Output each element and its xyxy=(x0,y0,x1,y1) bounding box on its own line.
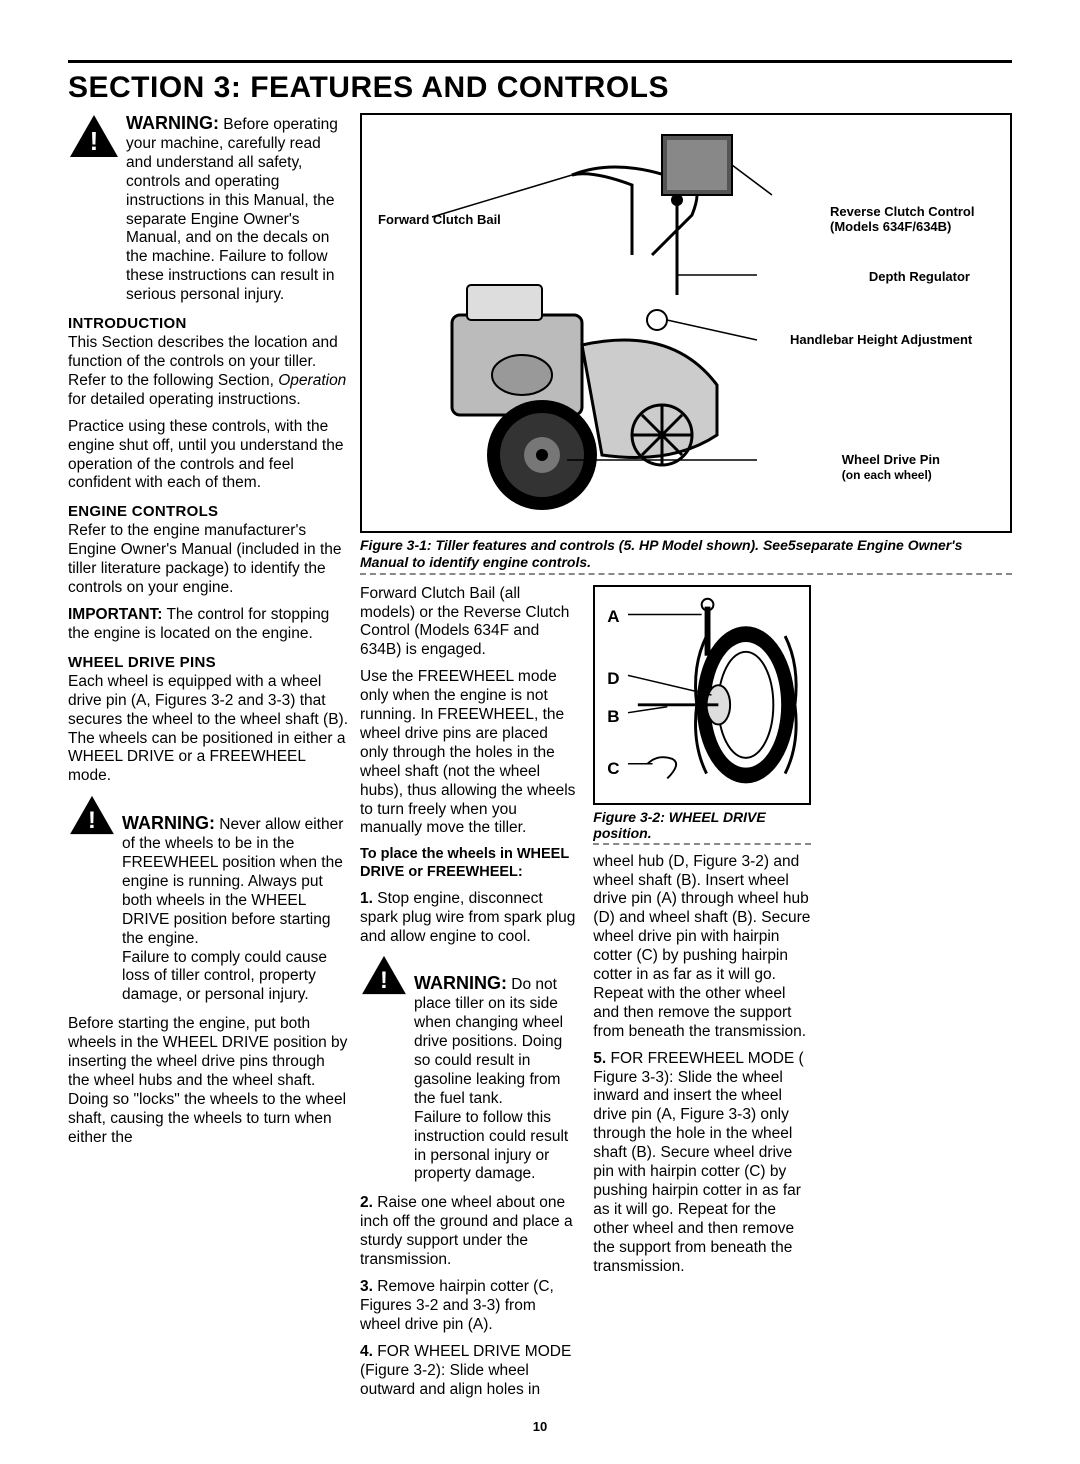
wheel-drive-drawing xyxy=(595,587,808,803)
col1-last-p: Before starting the engine, put both whe… xyxy=(68,1015,348,1147)
warning-text: WARNING: Never allow either of the wheel… xyxy=(122,794,348,1005)
fig-label-handle: Handlebar Height Adjustment xyxy=(790,333,1000,348)
warning-lead: WARNING: xyxy=(126,113,219,133)
col2-step1: 1. Stop engine, disconnect spark plug wi… xyxy=(360,890,577,947)
engine-heading: ENGINE CONTROLS xyxy=(68,503,348,520)
figure-3-1-box: Forward Clutch Bail Reverse Clutch Contr… xyxy=(360,113,1012,533)
warning-block-3: ! WARNING: Do not place tiller on its si… xyxy=(360,954,577,1184)
warning-block-2: ! WARNING: Never allow either of the whe… xyxy=(68,794,348,1005)
top-row: ! WARNING: Before operating your machine… xyxy=(68,113,1012,1407)
bottom-col-2: Forward Clutch Bail (all models) or the … xyxy=(360,585,577,1408)
fig2-label-d: D xyxy=(607,669,619,689)
svg-text:!: ! xyxy=(90,126,99,156)
intro-p1: This Section describes the location and … xyxy=(68,334,348,410)
warning-icon: ! xyxy=(68,113,120,159)
section-title: SECTION 3: FEATURES AND CONTROLS xyxy=(68,71,1012,105)
figure-column: Forward Clutch Bail Reverse Clutch Contr… xyxy=(360,113,1012,1407)
col2-subhead: To place the wheels in WHEEL DRIVE or FR… xyxy=(360,846,577,881)
bottom-columns: Forward Clutch Bail (all models) or the … xyxy=(360,585,1012,1408)
engine-p2: IMPORTANT: The control for stopping the … xyxy=(68,606,348,644)
col3-p1: wheel hub (D, Figure 3-2) and wheel shaf… xyxy=(593,853,810,1042)
left-column: ! WARNING: Before operating your machine… xyxy=(68,113,348,1407)
fig-label-wheelpin: Wheel Drive Pin (on each wheel) xyxy=(842,453,940,483)
col2-step3: 3. Remove hairpin cotter (C, Figures 3-2… xyxy=(360,1278,577,1335)
fig-label-depth: Depth Regulator xyxy=(869,270,970,285)
fig2-label-c: C xyxy=(607,759,619,779)
warning-block-1: ! WARNING: Before operating your machine… xyxy=(68,113,348,305)
intro-heading: INTRODUCTION xyxy=(68,315,348,332)
top-rule xyxy=(68,60,1012,63)
engine-p1: Refer to the engine manufacturer's Engin… xyxy=(68,522,348,598)
figure-3-2-caption: Figure 3-2: WHEEL DRIVE position. xyxy=(593,809,810,845)
warning-icon: ! xyxy=(68,794,116,836)
fig-label-forward-clutch: Forward Clutch Bail xyxy=(378,213,501,228)
wheel-heading: WHEEL DRIVE PINS xyxy=(68,654,348,671)
col2-p1: Forward Clutch Bail (all models) or the … xyxy=(360,585,577,661)
fig2-label-b: B xyxy=(607,707,619,727)
fig2-label-a: A xyxy=(607,607,619,627)
wheel-p1: Each wheel is equipped with a wheel driv… xyxy=(68,673,348,786)
fig-label-reverse-clutch: Reverse Clutch Control (Models 634F/634B… xyxy=(830,205,1000,235)
warning-text: WARNING: Do not place tiller on its side… xyxy=(414,954,577,1184)
col2-p2: Use the FREEWHEEL mode only when the eng… xyxy=(360,668,577,838)
svg-text:!: ! xyxy=(380,968,388,994)
svg-text:!: ! xyxy=(88,808,96,834)
col2-step2: 2. Raise one wheel about one inch off th… xyxy=(360,1194,577,1270)
col3-step5: 5. FOR FREEWHEEL MODE ( Figure 3-3): Sli… xyxy=(593,1050,810,1277)
figure-3-1-caption: Figure 3-1: Tiller features and controls… xyxy=(360,537,1012,575)
col2-step4: 4. FOR WHEEL DRIVE MODE (Figure 3-2): Sl… xyxy=(360,1343,577,1400)
warning-text: WARNING: Before operating your machine, … xyxy=(126,113,348,305)
warning-icon: ! xyxy=(360,954,408,996)
bottom-col-3: A D B C Figure 3-2: WHEEL DRIVE position… xyxy=(593,585,810,1408)
tiller-drawing xyxy=(372,125,792,525)
page-number: 10 xyxy=(68,1419,1012,1434)
figure-3-2-box: A D B C xyxy=(593,585,810,805)
intro-p2: Practice using these controls, with the … xyxy=(68,418,348,494)
